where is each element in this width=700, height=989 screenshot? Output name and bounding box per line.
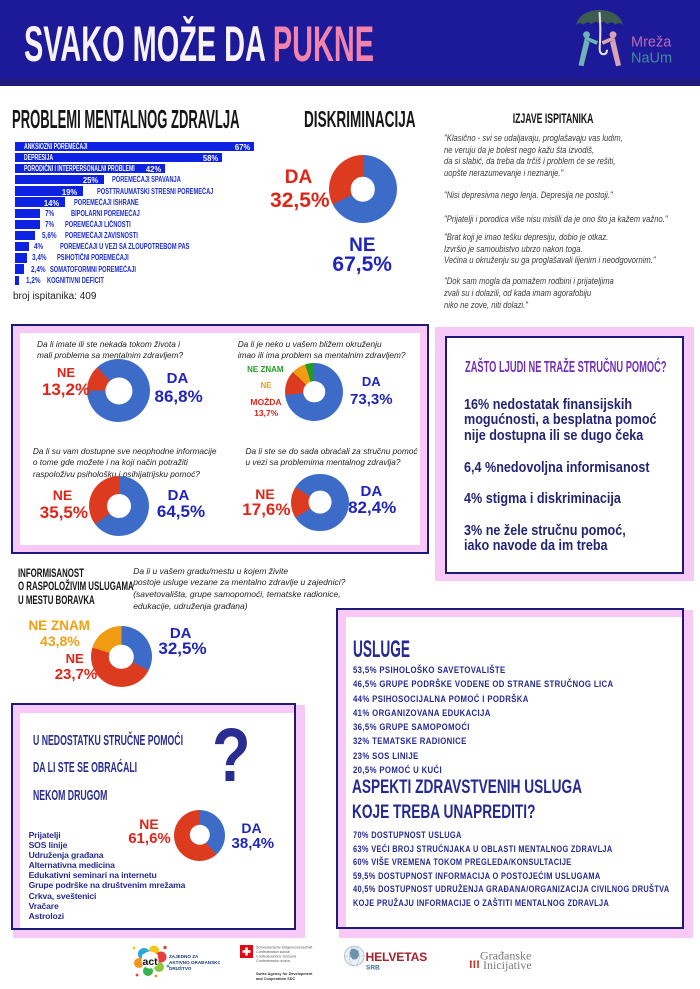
svg-text:and Cooperation SDC: and Cooperation SDC: [256, 977, 295, 981]
svg-text:ZAJEDNO ZA: ZAJEDNO ZA: [169, 954, 199, 959]
svg-text:Inicijative: Inicijative: [483, 958, 532, 972]
svg-text:Građanske: Građanske: [480, 949, 531, 963]
svg-text:Confédération suisse: Confédération suisse: [256, 950, 290, 954]
svg-text:Mreža: Mreža: [631, 35, 672, 51]
svg-text:SRB: SRB: [366, 965, 380, 972]
svg-text:Schweizerische Eidgenossenscha: Schweizerische Eidgenossenschaft: [256, 946, 312, 950]
svg-text:Confederaziun svizra: Confederaziun svizra: [256, 959, 290, 963]
svg-text:Confederazione Svizzera: Confederazione Svizzera: [256, 954, 296, 958]
svg-text:Swiss Agency for Development: Swiss Agency for Development: [256, 972, 313, 976]
svg-text:NaUm: NaUm: [631, 51, 672, 67]
svg-text:HELVETAS: HELVETAS: [366, 950, 428, 964]
svg-text:DRUŠTVO: DRUŠTVO: [169, 964, 192, 971]
svg-text:act: act: [143, 956, 159, 968]
svg-text:AKTIVNO GRAĐANSKO: AKTIVNO GRAĐANSKO: [169, 960, 220, 965]
